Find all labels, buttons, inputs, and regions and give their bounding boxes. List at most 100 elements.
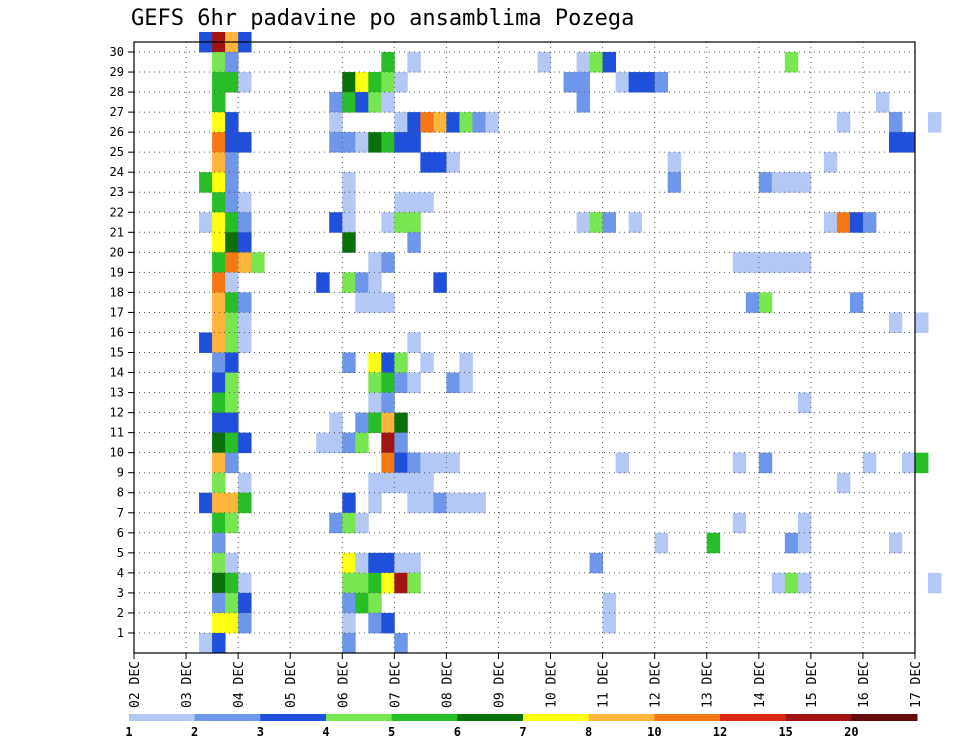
heatmap-cell <box>407 572 421 594</box>
heatmap-cell <box>342 272 356 293</box>
heatmap-cell <box>212 232 226 253</box>
heatmap-cell <box>342 492 356 514</box>
heatmap-cell <box>355 432 369 454</box>
heatmap-cell <box>784 172 799 193</box>
y-tick-label: 26 <box>110 125 124 139</box>
heatmap-cell <box>212 452 226 474</box>
heatmap-cell <box>381 392 395 414</box>
colorbar-segment <box>129 714 196 721</box>
heatmap-cell <box>225 212 239 233</box>
heatmap-cell <box>381 612 395 634</box>
heatmap-cell <box>472 112 486 133</box>
heatmap-cell <box>836 112 851 133</box>
heatmap-cell <box>199 632 213 654</box>
heatmap-cell <box>316 272 330 293</box>
colorbar-label: 20 <box>844 725 858 739</box>
heatmap-cell <box>589 212 603 233</box>
heatmap-cell <box>238 232 252 253</box>
heatmap-cell <box>225 152 239 173</box>
plot-frame <box>133 41 916 654</box>
heatmap-cell <box>212 272 226 293</box>
heatmap-cell <box>212 72 226 93</box>
heatmap-cell <box>212 132 226 153</box>
y-tick-label: 4 <box>117 566 124 580</box>
heatmap-cell <box>368 372 382 393</box>
y-tick-label: 14 <box>110 366 124 380</box>
heatmap-cell <box>784 52 799 73</box>
axes-layer: 1234567891011121314151617181920212223242… <box>110 41 924 708</box>
y-tick-label: 23 <box>110 185 124 199</box>
heatmap-cell <box>225 612 239 634</box>
heatmap-cell <box>329 212 343 233</box>
heatmap-cell <box>433 112 447 133</box>
heatmap-cell <box>381 72 395 93</box>
heatmap-cell <box>342 612 356 634</box>
heatmap-cell <box>212 472 226 494</box>
heatmap-cell <box>394 412 408 434</box>
heatmap-cell <box>199 492 213 514</box>
heatmap-cell <box>888 132 903 153</box>
colorbar-label: 12 <box>713 725 727 739</box>
x-tick-label: 02 DEC <box>128 661 143 708</box>
x-tick-label: 06 DEC <box>336 661 351 708</box>
y-tick-label: 20 <box>110 245 124 259</box>
heatmap-cell <box>342 172 356 193</box>
heatmap-cell <box>199 172 213 193</box>
heatmap-cell <box>771 172 786 193</box>
heatmap-cell <box>225 352 239 373</box>
heatmap-cell <box>771 252 786 273</box>
heatmap-cell <box>238 312 252 333</box>
heatmap-cell <box>446 452 460 474</box>
heatmap-cell <box>238 72 252 93</box>
heatmap-cell <box>342 572 356 594</box>
heatmap-cell <box>368 552 382 574</box>
heatmap-cell <box>576 72 590 93</box>
heatmap-cell <box>888 112 903 133</box>
colorbar-segment <box>523 714 590 721</box>
heatmap-cell <box>381 412 395 434</box>
heatmap-cell <box>928 112 942 133</box>
heatmap-cell <box>368 412 382 434</box>
x-tick-label: 05 DEC <box>284 661 299 708</box>
heatmap-cell <box>394 212 408 233</box>
heatmap-cell <box>381 452 395 474</box>
heatmap-cell <box>355 512 369 534</box>
heatmap-cell <box>355 412 369 434</box>
heatmap-cell <box>654 72 669 93</box>
y-tick-label: 29 <box>110 65 124 79</box>
heatmap-cell <box>706 532 721 554</box>
heatmap-cell <box>797 172 812 193</box>
heatmap-cell <box>212 212 226 233</box>
heatmap-cell <box>316 432 330 454</box>
heatmap-cell <box>615 72 630 93</box>
heatmap-cell <box>329 112 343 133</box>
heatmap-cell <box>368 572 382 594</box>
heatmap-cell <box>225 452 239 474</box>
heatmap-cell <box>329 132 343 153</box>
heatmap-cell <box>225 332 239 353</box>
heatmap-cell <box>342 512 356 534</box>
heatmap-cell <box>225 252 239 273</box>
y-tick-label: 16 <box>110 325 124 339</box>
heatmap-cell <box>459 372 473 393</box>
heatmap-cell <box>433 152 447 173</box>
heatmap-cell <box>212 412 226 434</box>
y-tick-label: 13 <box>110 386 124 400</box>
heatmap-cell <box>212 592 226 614</box>
heatmap-cell <box>589 552 603 574</box>
heatmap-cell <box>381 472 395 494</box>
heatmap-cell <box>381 52 395 73</box>
heatmap-cell <box>602 612 617 634</box>
y-tick-label: 27 <box>110 105 124 119</box>
y-tick-label: 10 <box>110 446 124 460</box>
x-tick-label: 17 DEC <box>909 661 924 708</box>
heatmap-cell <box>212 612 226 634</box>
heatmap-cell <box>849 292 864 313</box>
heatmap-cell <box>238 492 252 514</box>
heatmap-cell <box>928 572 942 594</box>
heatmap-cell <box>238 472 252 494</box>
heatmap-cell <box>329 412 343 434</box>
heatmap-cell <box>784 252 799 273</box>
heatmap-cell <box>342 632 356 654</box>
heatmap-cell <box>225 52 239 73</box>
